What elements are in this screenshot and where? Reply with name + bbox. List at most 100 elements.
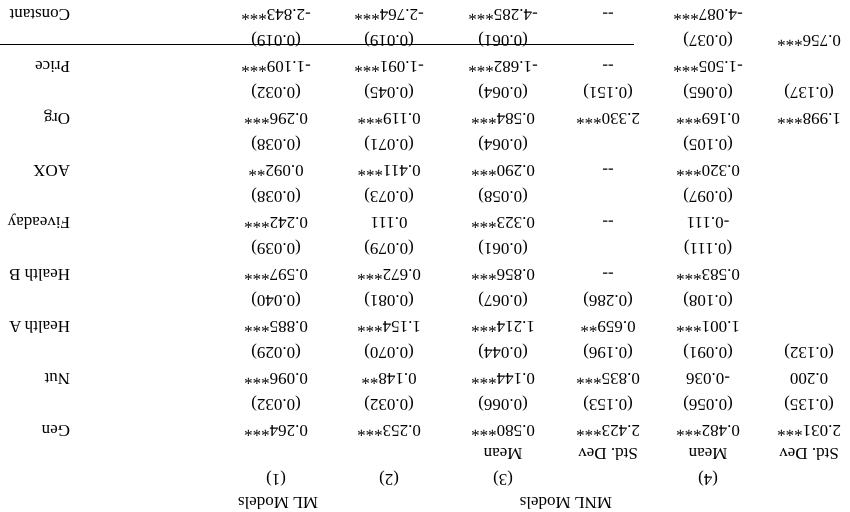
coef-cell: 0.253*** <box>357 421 421 440</box>
coef-cell: -4.087*** <box>673 5 743 24</box>
coef-cell: 0.144*** <box>471 369 535 388</box>
row-label: Health B <box>9 265 70 284</box>
se-cell: (0.064) <box>478 135 528 154</box>
row-label: Fiveaday <box>7 213 70 232</box>
se-cell: (0.070) <box>364 343 414 362</box>
coef-cell: 1.214*** <box>471 317 535 336</box>
header-rule <box>0 44 634 45</box>
coef-cell: 0.597*** <box>244 265 308 284</box>
group-label-mnl: MNL Models <box>519 493 612 512</box>
coef-cell: -- <box>602 57 614 76</box>
coef-cell: 0.296*** <box>244 109 308 128</box>
subheader-mean: Mean <box>483 444 523 463</box>
coef-cell: 0.659** <box>580 317 636 336</box>
coef-cell: -0.111 <box>686 213 730 232</box>
coef-cell: 1.154*** <box>357 317 421 336</box>
se-cell: (0.097) <box>683 187 733 206</box>
se-cell: (0.091) <box>683 343 733 362</box>
coef-cell: -1.091*** <box>354 57 424 76</box>
coef-cell: 1.001*** <box>676 317 740 336</box>
se-cell: (0.064) <box>478 83 528 102</box>
coef-cell: 2.330*** <box>576 109 640 128</box>
se-cell: (0.032) <box>251 83 301 102</box>
row-label: Price <box>35 57 70 76</box>
coef-cell: 0.583*** <box>676 265 740 284</box>
coef-cell: -- <box>602 161 614 180</box>
model-number: (4) <box>698 470 718 489</box>
coef-cell: 1.998*** <box>777 109 841 128</box>
se-cell: (0.132) <box>784 343 834 362</box>
coef-cell: 0.856*** <box>471 265 535 284</box>
coef-cell: -1.109*** <box>241 57 311 76</box>
se-cell: (0.032) <box>364 395 414 414</box>
model-number: (1) <box>266 470 286 489</box>
se-cell: (0.081) <box>364 291 414 310</box>
se-cell: (0.066) <box>478 395 528 414</box>
coef-cell: 2.031*** <box>777 421 841 440</box>
se-cell: (0.071) <box>364 135 414 154</box>
coef-cell: 2.423*** <box>576 421 640 440</box>
coef-cell: -0.036 <box>686 369 730 388</box>
coef-cell: 0.264*** <box>244 421 308 440</box>
se-cell: (0.061) <box>478 239 528 258</box>
coef-cell: 0.580*** <box>471 421 535 440</box>
se-cell: (0.286) <box>583 291 633 310</box>
coef-cell: 0.242*** <box>244 213 308 232</box>
se-cell: (0.067) <box>478 291 528 310</box>
model-number: (2) <box>379 470 399 489</box>
coef-cell: -- <box>602 5 614 24</box>
se-cell: (0.039) <box>251 239 301 258</box>
coef-cell: 0.411*** <box>357 161 421 180</box>
coef-cell: 0.320*** <box>676 161 740 180</box>
se-cell: (0.108) <box>683 291 733 310</box>
se-cell: (0.032) <box>251 395 301 414</box>
se-cell: (0.019) <box>251 31 301 50</box>
se-cell: (0.079) <box>364 239 414 258</box>
se-cell: (0.056) <box>683 395 733 414</box>
coef-cell: 0.885*** <box>244 317 308 336</box>
coef-cell: 0.148** <box>361 369 417 388</box>
coef-cell: 0.169*** <box>676 109 740 128</box>
se-cell: (0.058) <box>478 187 528 206</box>
row-label: Org <box>43 109 70 128</box>
coef-cell: -1.682*** <box>468 57 538 76</box>
se-cell: (0.040) <box>251 291 301 310</box>
row-label: Health A <box>9 317 70 336</box>
coef-cell: -2.843*** <box>241 5 311 24</box>
coef-cell: 0.672*** <box>357 265 421 284</box>
coef-cell: -- <box>602 213 614 232</box>
coef-cell: 0.092** <box>248 161 304 180</box>
subheader-mean: Mean <box>688 444 728 463</box>
coef-cell: 0.119*** <box>357 109 421 128</box>
se-cell: (0.073) <box>364 187 414 206</box>
coef-cell: 0.323*** <box>471 213 535 232</box>
se-cell: (0.045) <box>364 83 414 102</box>
se-cell: (0.037) <box>683 31 733 50</box>
coef-cell: 0.200 <box>789 369 829 388</box>
se-cell: (0.137) <box>784 83 834 102</box>
coef-cell: 0.584*** <box>471 109 535 128</box>
se-cell: 0.756*** <box>777 31 841 50</box>
subheader-std-dev: Std. Dev <box>578 444 638 463</box>
se-cell: (0.019) <box>364 31 414 50</box>
coef-cell: 0.111 <box>370 213 408 232</box>
coef-cell: -- <box>602 265 614 284</box>
coef-cell: 0.482*** <box>676 421 740 440</box>
subheader-std-dev: Std. Dev <box>779 444 839 463</box>
se-cell: (0.038) <box>251 187 301 206</box>
coef-cell: 0.290*** <box>471 161 535 180</box>
row-label: Constant <box>9 5 70 24</box>
row-label: Gen <box>41 421 70 440</box>
row-label: Nut <box>44 369 71 388</box>
se-cell: (0.105) <box>683 135 733 154</box>
model-number: (3) <box>493 470 513 489</box>
coef-cell: -1.505*** <box>673 57 743 76</box>
coef-cell: 0.835*** <box>576 369 640 388</box>
coef-cell: -2.764*** <box>354 5 424 24</box>
se-cell: (0.151) <box>583 83 633 102</box>
se-cell: (0.135) <box>784 395 834 414</box>
group-label-ml: ML Models <box>237 493 318 512</box>
row-label: AOX <box>33 161 70 180</box>
se-cell: (0.029) <box>251 343 301 362</box>
